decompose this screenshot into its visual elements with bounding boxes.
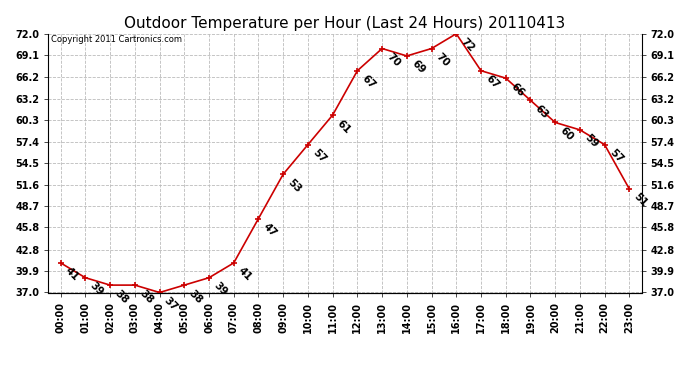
Text: 67: 67 xyxy=(360,74,377,91)
Text: 70: 70 xyxy=(434,51,452,69)
Text: 66: 66 xyxy=(509,81,526,98)
Text: 41: 41 xyxy=(63,266,81,283)
Text: 39: 39 xyxy=(212,280,229,298)
Text: 53: 53 xyxy=(286,177,304,194)
Text: 67: 67 xyxy=(484,74,501,91)
Text: 39: 39 xyxy=(88,280,106,298)
Text: 38: 38 xyxy=(113,288,130,305)
Text: 60: 60 xyxy=(558,125,575,142)
Text: Copyright 2011 Cartronics.com: Copyright 2011 Cartronics.com xyxy=(51,35,182,44)
Text: 69: 69 xyxy=(410,59,427,76)
Text: 61: 61 xyxy=(335,118,353,135)
Title: Outdoor Temperature per Hour (Last 24 Hours) 20110413: Outdoor Temperature per Hour (Last 24 Ho… xyxy=(124,16,566,31)
Text: 72: 72 xyxy=(459,36,477,54)
Text: 38: 38 xyxy=(187,288,204,305)
Text: 59: 59 xyxy=(582,133,600,150)
Text: 38: 38 xyxy=(137,288,155,305)
Text: 57: 57 xyxy=(310,147,328,165)
Text: 57: 57 xyxy=(607,147,625,165)
Text: 41: 41 xyxy=(237,266,254,283)
Text: 63: 63 xyxy=(533,103,551,120)
Text: 47: 47 xyxy=(262,221,279,239)
Text: 70: 70 xyxy=(385,51,402,69)
Text: 51: 51 xyxy=(632,192,649,209)
Text: 37: 37 xyxy=(162,295,180,313)
